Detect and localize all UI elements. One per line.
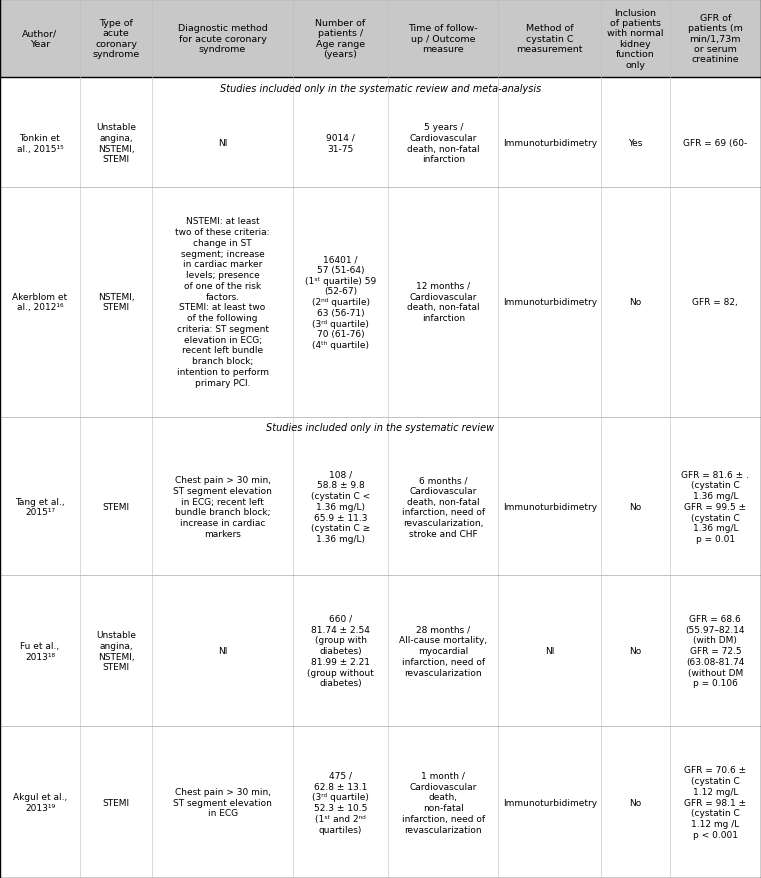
Bar [0,727,761,878]
Bar [0,0,761,78]
Text: GFR = 68.6
(55.97–82.14
(with DM)
GFR = 72.5
(63.08-81.74
(without DM
p = 0.106: GFR = 68.6 (55.97–82.14 (with DM) GFR = … [686,615,745,687]
Text: No: No [629,646,642,655]
Text: Immunoturbidimetry: Immunoturbidimetry [503,798,597,807]
Text: Yes: Yes [629,139,642,148]
Text: Type of
acute
coronary
syndrome: Type of acute coronary syndrome [92,19,140,59]
Text: 108 /
58.8 ± 9.8
(cystatin C <
1.36 mg/L)
65.9 ± 11.3
(cystatin C ≥
1.36 mg/L): 108 / 58.8 ± 9.8 (cystatin C < 1.36 mg/L… [311,470,370,543]
Text: Tang et al.,
2015¹⁷: Tang et al., 2015¹⁷ [15,497,65,517]
Text: Immunoturbidimetry: Immunoturbidimetry [503,298,597,306]
Text: 9014 /
31-75: 9014 / 31-75 [326,133,355,154]
Text: GFR = 82,: GFR = 82, [693,298,738,306]
Text: 6 months /
Cardiovascular
death, non-fatal
infarction, need of
revascularization: 6 months / Cardiovascular death, non-fat… [402,476,485,538]
Text: Chest pain > 30 min,
ST segment elevation
in ECG: Chest pain > 30 min, ST segment elevatio… [174,787,272,817]
Text: Author/
Year: Author/ Year [22,29,58,49]
Text: 28 months /
All-cause mortality,
myocardial
infarction, need of
revascularizatio: 28 months / All-cause mortality, myocard… [400,625,487,677]
Bar [0,188,761,417]
Text: NI: NI [545,646,555,655]
Bar [0,575,761,727]
Text: NI: NI [218,139,228,148]
Text: GFR = 81.6 ± .
(cystatin C
1.36 mg/L
GFR = 99.5 ±
(cystatin C
1.36 mg/L
p = 0.01: GFR = 81.6 ± . (cystatin C 1.36 mg/L GFR… [681,470,750,543]
Text: STEMI: STEMI [103,502,129,511]
Text: Method of
cystatin C
measurement: Method of cystatin C measurement [517,25,583,54]
Text: Akgul et al.,
2013¹⁹: Akgul et al., 2013¹⁹ [13,793,67,812]
Text: 1 month /
Cardiovascular
death,
non-fatal
infarction, need of
revascularization: 1 month / Cardiovascular death, non-fata… [402,771,485,833]
Text: GFR = 70.6 ±
(cystatin C
1.12 mg/L
GFR = 98.1 ±
(cystatin C
1.12 mg /L
p < 0.001: GFR = 70.6 ± (cystatin C 1.12 mg/L GFR =… [684,766,747,839]
Text: Time of follow-
up / Outcome
measure: Time of follow- up / Outcome measure [409,25,478,54]
Bar [0,438,761,575]
Text: Akerblom et
al., 2012¹⁶: Akerblom et al., 2012¹⁶ [12,292,68,313]
Text: 12 months /
Cardiovascular
death, non-fatal
infarction: 12 months / Cardiovascular death, non-fa… [407,282,479,323]
Text: Studies included only in the systematic review: Studies included only in the systematic … [266,423,495,433]
Text: GFR = 69 (60-: GFR = 69 (60- [683,139,747,148]
Text: Fu et al.,
2013¹⁸: Fu et al., 2013¹⁸ [21,641,59,661]
Text: Immunoturbidimetry: Immunoturbidimetry [503,502,597,511]
Text: NSTEMI,
STEMI: NSTEMI, STEMI [97,292,135,313]
Bar [0,417,761,438]
Bar [0,78,761,99]
Text: 660 /
81.74 ± 2.54
(group with
diabetes)
81.99 ± 2.21
(group without
diabetes): 660 / 81.74 ± 2.54 (group with diabetes)… [307,615,374,687]
Bar [0,99,761,188]
Text: 475 /
62.8 ± 13.1
(3ʳᵈ quartile)
52.3 ± 10.5
(1ˢᵗ and 2ⁿᵈ
quartiles): 475 / 62.8 ± 13.1 (3ʳᵈ quartile) 52.3 ± … [312,771,369,833]
Text: GFR of
patients (m
min/1,73m
or serum
creatinine: GFR of patients (m min/1,73m or serum cr… [688,14,743,64]
Text: No: No [629,502,642,511]
Text: Unstable
angina,
NSTEMI,
STEMI: Unstable angina, NSTEMI, STEMI [96,123,136,164]
Text: Diagnostic method
for acute coronary
syndrome: Diagnostic method for acute coronary syn… [178,25,267,54]
Text: Studies included only in the systematic review and meta-analysis: Studies included only in the systematic … [220,84,541,94]
Text: No: No [629,798,642,807]
Text: 5 years /
Cardiovascular
death, non-fatal
infarction: 5 years / Cardiovascular death, non-fata… [407,123,479,164]
Text: 16401 /
57 (51-64)
(1ˢᵗ quartile) 59
(52-67)
(2ⁿᵈ quartile)
63 (56-71)
(3ʳᵈ quar: 16401 / 57 (51-64) (1ˢᵗ quartile) 59 (52… [305,255,376,349]
Text: Immunoturbidimetry: Immunoturbidimetry [503,139,597,148]
Text: STEMI: STEMI [103,798,129,807]
Text: Tonkin et
al., 2015¹⁵: Tonkin et al., 2015¹⁵ [17,133,63,154]
Text: Unstable
angina,
NSTEMI,
STEMI: Unstable angina, NSTEMI, STEMI [96,630,136,672]
Text: No: No [629,298,642,306]
Text: NI: NI [218,646,228,655]
Text: NSTEMI: at least
two of these criteria:
change in ST
segment; increase
in cardia: NSTEMI: at least two of these criteria: … [175,217,270,387]
Text: Chest pain > 30 min,
ST segment elevation
in ECG; recent left
bundle branch bloc: Chest pain > 30 min, ST segment elevatio… [174,476,272,538]
Text: Number of
patients /
Age range
(years): Number of patients / Age range (years) [315,19,366,59]
Text: Inclusion
of patients
with normal
kidney
function
only: Inclusion of patients with normal kidney… [607,9,664,69]
